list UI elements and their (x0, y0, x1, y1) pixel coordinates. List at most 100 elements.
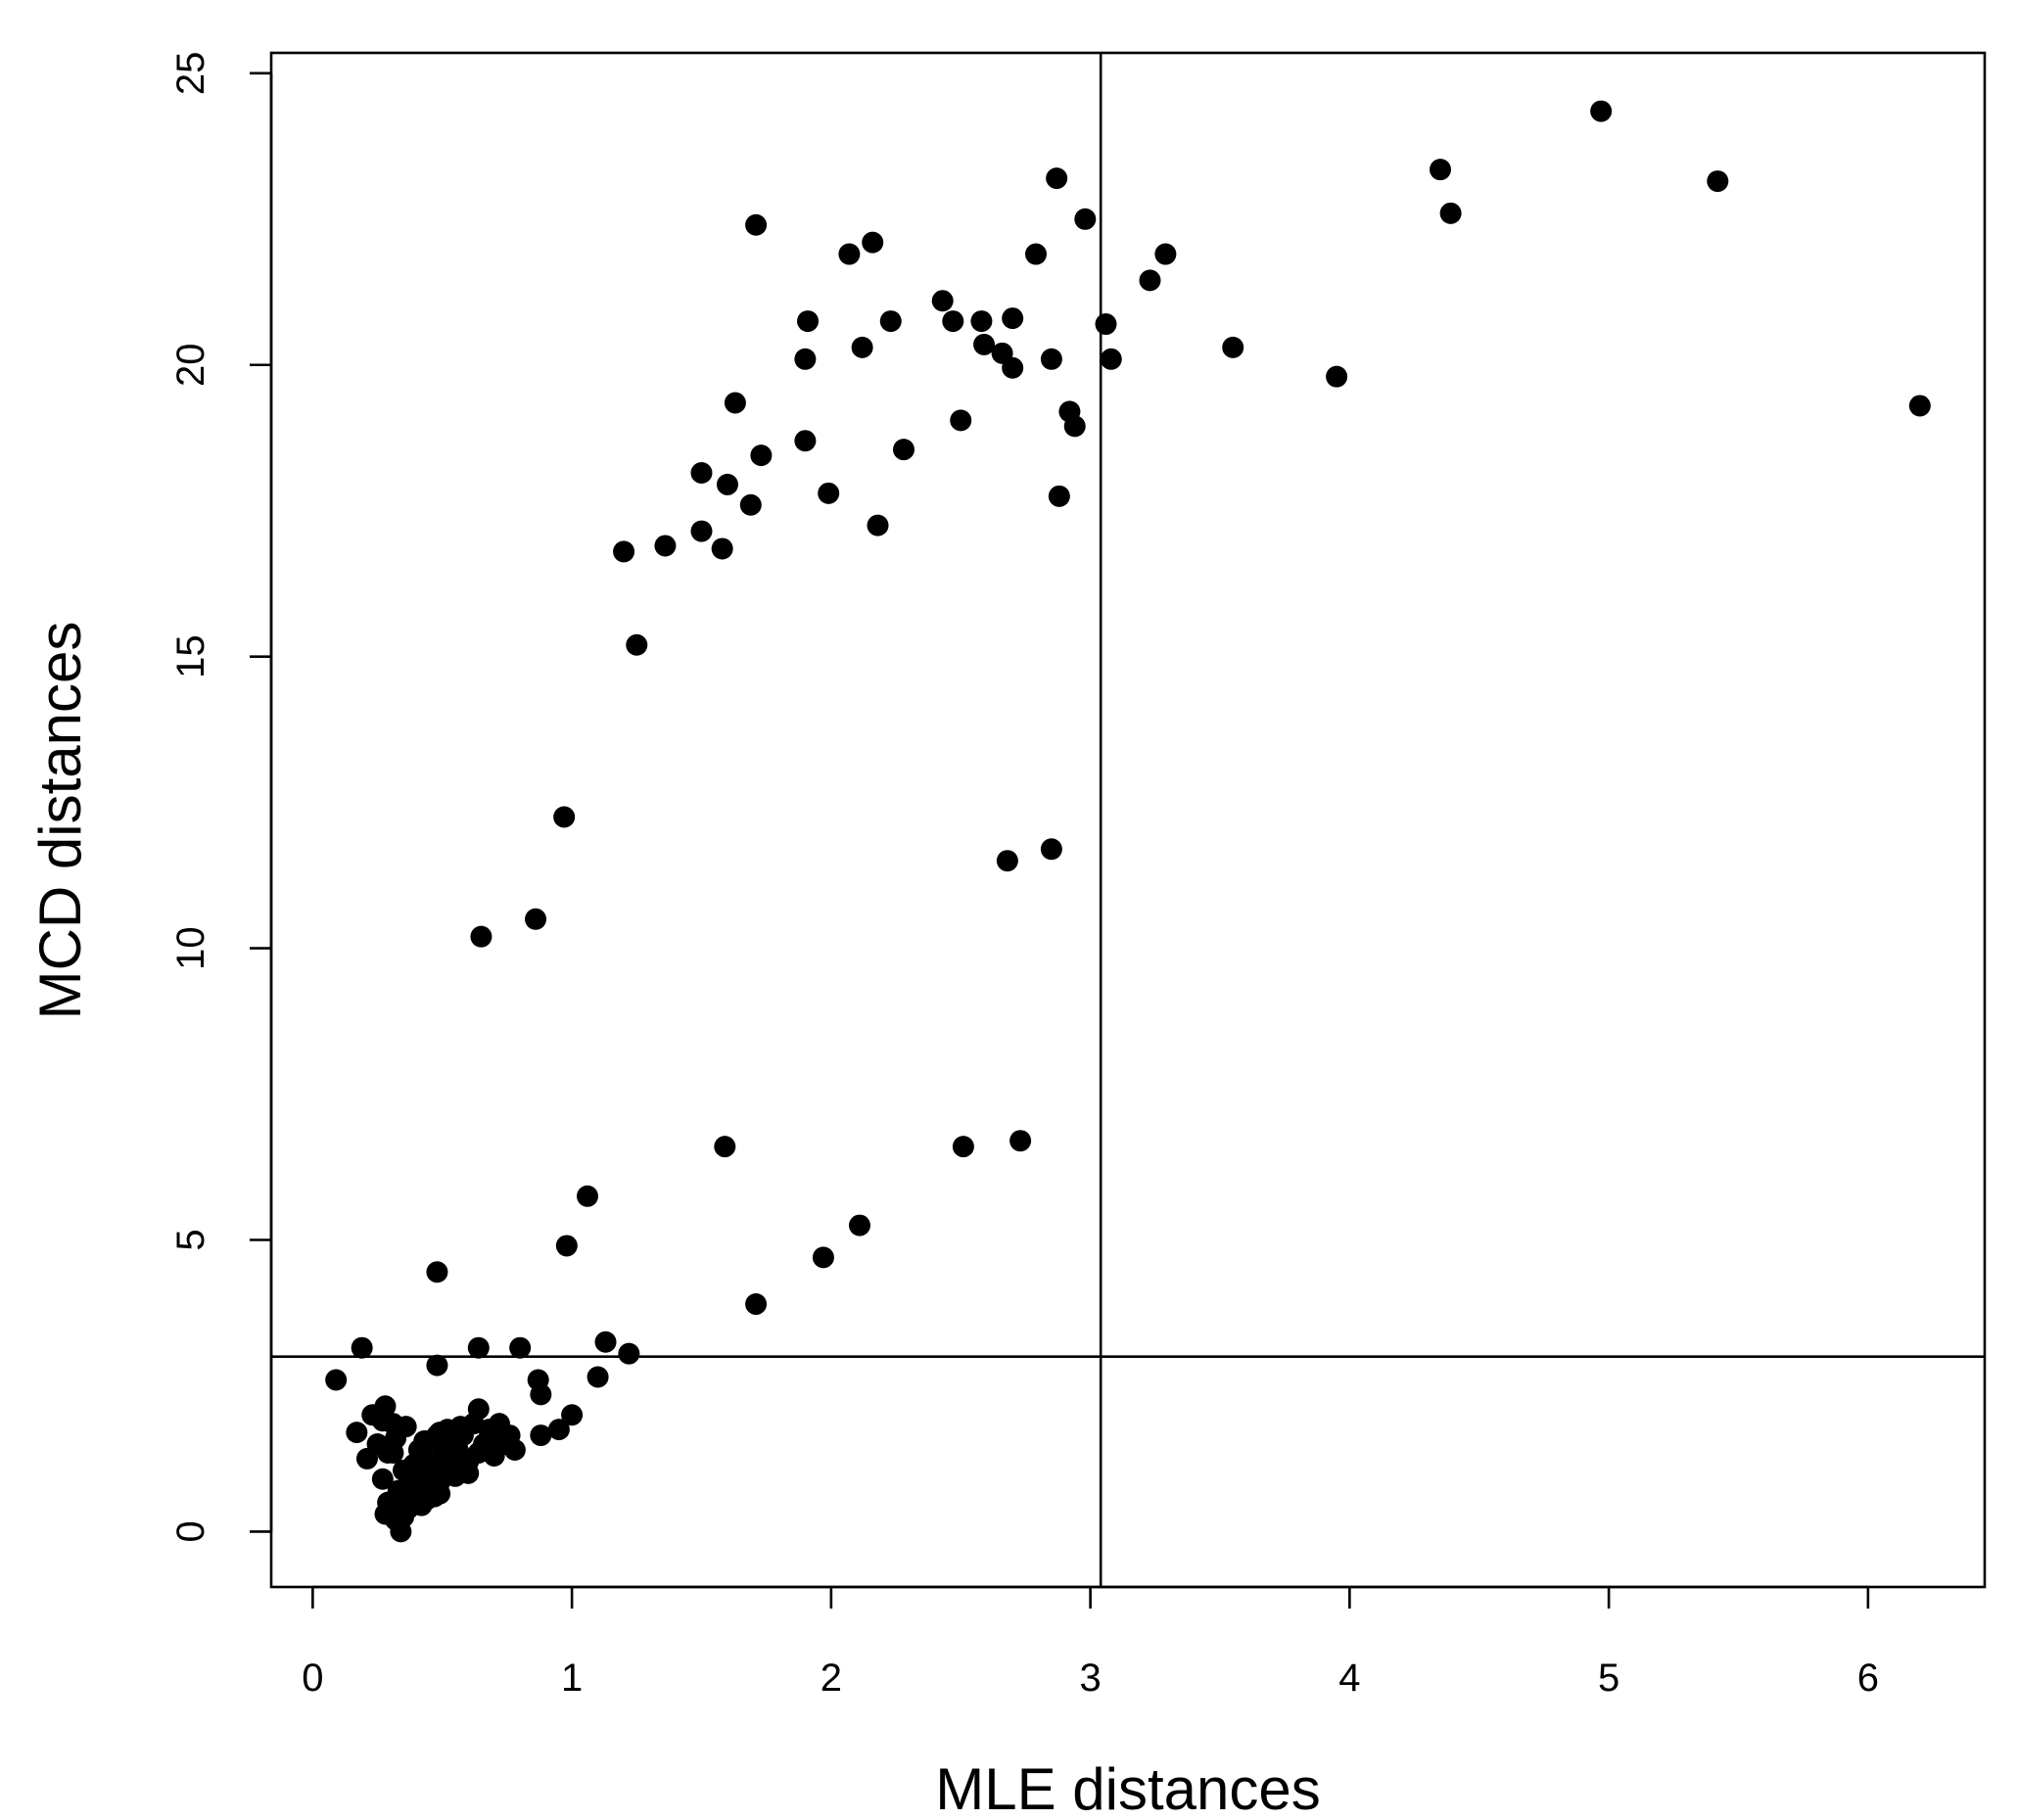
data-point (576, 1185, 598, 1207)
data-point (1002, 307, 1024, 330)
data-point (371, 1410, 394, 1432)
data-point (429, 1422, 451, 1444)
data-point (1590, 100, 1613, 122)
data-point (346, 1422, 368, 1444)
data-point (1048, 485, 1070, 507)
x-axis: 0 1 2 3 4 5 6 (302, 1585, 1879, 1700)
data-point (1139, 269, 1161, 292)
data-point (525, 908, 547, 930)
data-point (626, 633, 648, 656)
x-tick-label: 6 (1857, 1657, 1879, 1700)
y-axis-title: MCD distances (27, 622, 93, 1020)
data-point (325, 1369, 348, 1391)
y-tick-label: 10 (169, 926, 212, 970)
data-point (952, 1136, 974, 1158)
x-axis-title: MLE distances (935, 1756, 1321, 1820)
data-point (1040, 838, 1062, 861)
data-point (594, 1330, 617, 1353)
x-tick-label: 1 (561, 1657, 583, 1700)
data-point (481, 1430, 503, 1453)
data-point (654, 535, 677, 557)
data-point (714, 1136, 736, 1158)
data-point (429, 1482, 451, 1505)
data-point (470, 925, 493, 948)
y-tick-label: 20 (169, 344, 212, 388)
y-tick-label: 5 (169, 1229, 212, 1250)
plot-frame (269, 51, 1987, 1589)
data-point (1074, 208, 1097, 230)
data-point (374, 1503, 397, 1525)
data-point (503, 1438, 526, 1461)
data-point (1707, 170, 1729, 193)
data-point (812, 1246, 834, 1269)
data-point (690, 461, 713, 484)
data-point (1095, 313, 1117, 336)
x-tick-label: 0 (302, 1657, 323, 1700)
data-point (1040, 348, 1062, 370)
data-point (879, 310, 902, 333)
data-point (716, 473, 738, 495)
data-point (950, 409, 972, 432)
data-point (509, 1336, 532, 1359)
x-tick-label: 3 (1079, 1657, 1101, 1700)
data-point (794, 430, 817, 452)
data-point (1063, 415, 1086, 438)
data-point (797, 310, 820, 333)
data-point (794, 348, 817, 370)
data-point (996, 850, 1018, 872)
data-point (530, 1383, 552, 1406)
y-axis: 0 5 10 15 20 25 (169, 52, 273, 1543)
data-point (973, 333, 996, 355)
data-point (1908, 395, 1931, 417)
data-point (1002, 356, 1024, 379)
data-point (446, 1427, 469, 1450)
data-points (325, 100, 1931, 1543)
data-point (690, 520, 713, 542)
data-point (371, 1468, 394, 1490)
data-point (838, 243, 861, 265)
data-point (750, 444, 773, 467)
data-point (745, 213, 768, 236)
data-point (931, 290, 954, 312)
data-point (426, 1354, 448, 1377)
data-point (530, 1424, 552, 1447)
data-point (892, 439, 915, 461)
data-point (724, 392, 746, 414)
data-point (848, 1214, 870, 1237)
data-point (1154, 243, 1177, 265)
data-point (739, 493, 762, 516)
data-point (745, 1293, 768, 1316)
data-point (1046, 167, 1068, 190)
data-point (970, 310, 993, 333)
data-point (561, 1404, 584, 1426)
data-point (553, 806, 576, 828)
y-tick-label: 0 (169, 1520, 212, 1542)
data-point (1100, 348, 1122, 370)
data-point (555, 1235, 578, 1257)
data-point (1439, 202, 1462, 224)
data-point (942, 310, 964, 333)
x-tick-label: 5 (1598, 1657, 1619, 1700)
data-point (613, 540, 635, 563)
data-point (1326, 365, 1348, 388)
data-point (818, 482, 840, 504)
data-point (437, 1444, 459, 1467)
data-point (711, 537, 733, 560)
data-point (851, 336, 873, 358)
data-point (351, 1336, 373, 1359)
data-point (862, 231, 884, 254)
data-point (547, 1419, 570, 1441)
y-tick-label: 25 (169, 52, 212, 96)
data-point (426, 1261, 448, 1283)
data-point (586, 1366, 609, 1388)
x-tick-label: 4 (1338, 1657, 1360, 1700)
data-point (1025, 243, 1048, 265)
data-point (867, 514, 889, 537)
data-point (1009, 1130, 1032, 1152)
data-point (395, 1476, 417, 1499)
data-point (457, 1462, 480, 1484)
data-point (1222, 336, 1244, 358)
y-tick-label: 15 (169, 634, 212, 678)
x-tick-label: 2 (821, 1657, 842, 1700)
